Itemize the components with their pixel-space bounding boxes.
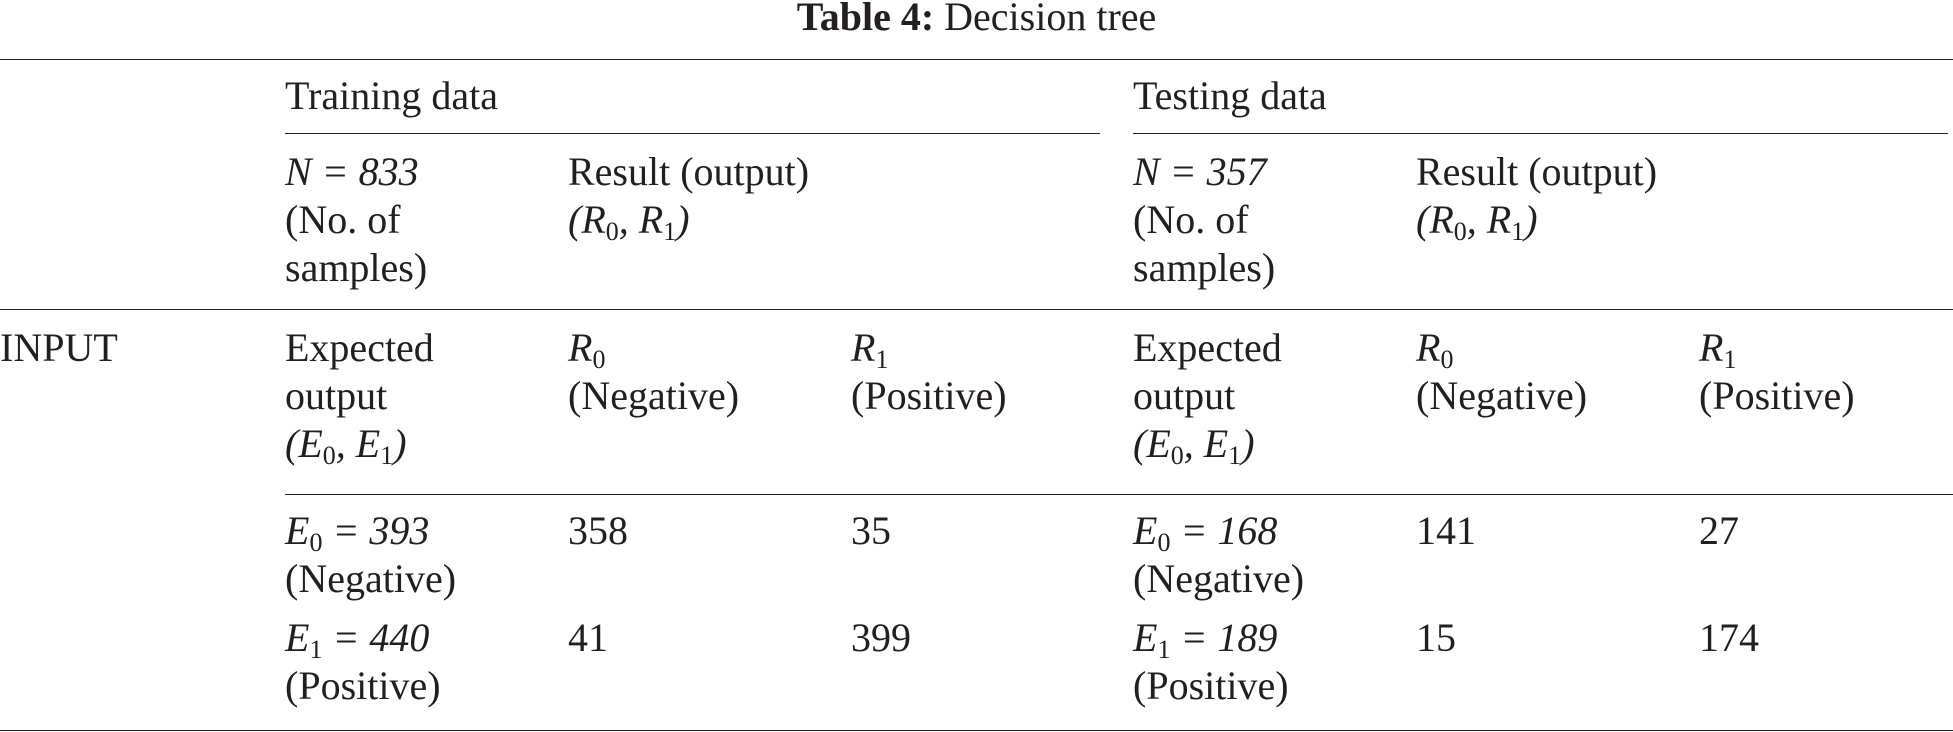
testing-n: N = 357: [1133, 149, 1267, 194]
training-row-1-expected: E0 = 393 (Negative): [285, 507, 456, 603]
training-result-header: Result (output) (R0, R1): [568, 148, 810, 246]
training-row-2-r1: 399: [851, 615, 911, 660]
training-row-2-expected: E1 = 440 (Positive): [285, 614, 441, 710]
testing-expected-line-2: output: [1133, 373, 1236, 418]
training-expected-line-2: output: [285, 373, 388, 418]
training-r0-symbol: R0: [568, 325, 606, 374]
testing-group-title: Testing data: [1133, 73, 1327, 118]
header-rule: [0, 309, 1953, 310]
testing-r0-header: R0 (Negative): [1416, 324, 1587, 420]
bottom-rule: [0, 730, 1953, 731]
training-result-label: Result (output): [568, 149, 810, 194]
training-expected-line-1: Expected: [285, 325, 434, 370]
training-n-desc-2: samples): [285, 245, 428, 290]
testing-row-2-e-desc: (Positive): [1133, 663, 1289, 708]
training-expected-vars: (E0, E1): [285, 421, 407, 470]
testing-r0-symbol: R0: [1416, 325, 1454, 374]
testing-expected-line-1: Expected: [1133, 325, 1282, 370]
testing-r1-header: R1 (Positive): [1699, 324, 1855, 420]
testing-row-1-e-desc: (Negative): [1133, 556, 1305, 601]
testing-r1-desc: (Positive): [1699, 373, 1855, 418]
testing-expected-header: Expected output (E0, E1): [1133, 324, 1282, 470]
testing-row-1-r0: 141: [1416, 508, 1476, 553]
caption-title: Decision tree: [944, 0, 1157, 39]
testing-row-2-e-label: E1 = 189: [1133, 615, 1278, 664]
testing-row-1-expected: E0 = 168 (Negative): [1133, 507, 1304, 603]
top-rule: [0, 59, 1953, 60]
testing-n-desc-1: (No. of: [1133, 197, 1249, 242]
testing-result-label: Result (output): [1416, 149, 1658, 194]
testing-row-1-r1: 27: [1699, 508, 1739, 553]
table-caption: Table 4: Decision tree: [0, 0, 1953, 41]
training-n: N = 833: [285, 149, 419, 194]
caption-label: Table 4:: [796, 0, 935, 39]
training-row-2-e-label: E1 = 440: [285, 615, 430, 664]
training-group-title: Training data: [285, 73, 498, 118]
testing-group-rule: [1133, 133, 1948, 134]
testing-r1-symbol: R1: [1699, 325, 1737, 374]
subheader-rule: [285, 494, 1953, 495]
testing-row-2-r1: 174: [1699, 615, 1759, 660]
training-row-1-r0: 358: [568, 508, 628, 553]
training-r0-desc: (Negative): [568, 373, 740, 418]
training-row-1-e-label: E0 = 393: [285, 508, 430, 557]
training-r1-desc: (Positive): [851, 373, 1007, 418]
testing-row-2-expected: E1 = 189 (Positive): [1133, 614, 1289, 710]
testing-n-desc-2: samples): [1133, 245, 1276, 290]
training-r1-header: R1 (Positive): [851, 324, 1007, 420]
training-row-2-e-desc: (Positive): [285, 663, 441, 708]
training-r1-symbol: R1: [851, 325, 889, 374]
training-row-1-r1: 35: [851, 508, 891, 553]
input-row-label: INPUT: [0, 325, 118, 370]
testing-sample-count: N = 357 (No. of samples): [1133, 148, 1275, 292]
training-n-desc-1: (No. of: [285, 197, 401, 242]
testing-expected-vars: (E0, E1): [1133, 421, 1255, 470]
training-group-rule: [285, 133, 1100, 134]
training-r0-header: R0 (Negative): [568, 324, 739, 420]
testing-result-vars: (R0, R1): [1416, 197, 1538, 246]
training-sample-count: N = 833 (No. of samples): [285, 148, 427, 292]
training-expected-header: Expected output (E0, E1): [285, 324, 434, 470]
testing-result-header: Result (output) (R0, R1): [1416, 148, 1658, 246]
testing-row-2-r0: 15: [1416, 615, 1456, 660]
training-row-2-r0: 41: [568, 615, 608, 660]
training-result-vars: (R0, R1): [568, 197, 690, 246]
testing-r0-desc: (Negative): [1416, 373, 1588, 418]
testing-row-1-e-label: E0 = 168: [1133, 508, 1278, 557]
training-row-1-e-desc: (Negative): [285, 556, 457, 601]
